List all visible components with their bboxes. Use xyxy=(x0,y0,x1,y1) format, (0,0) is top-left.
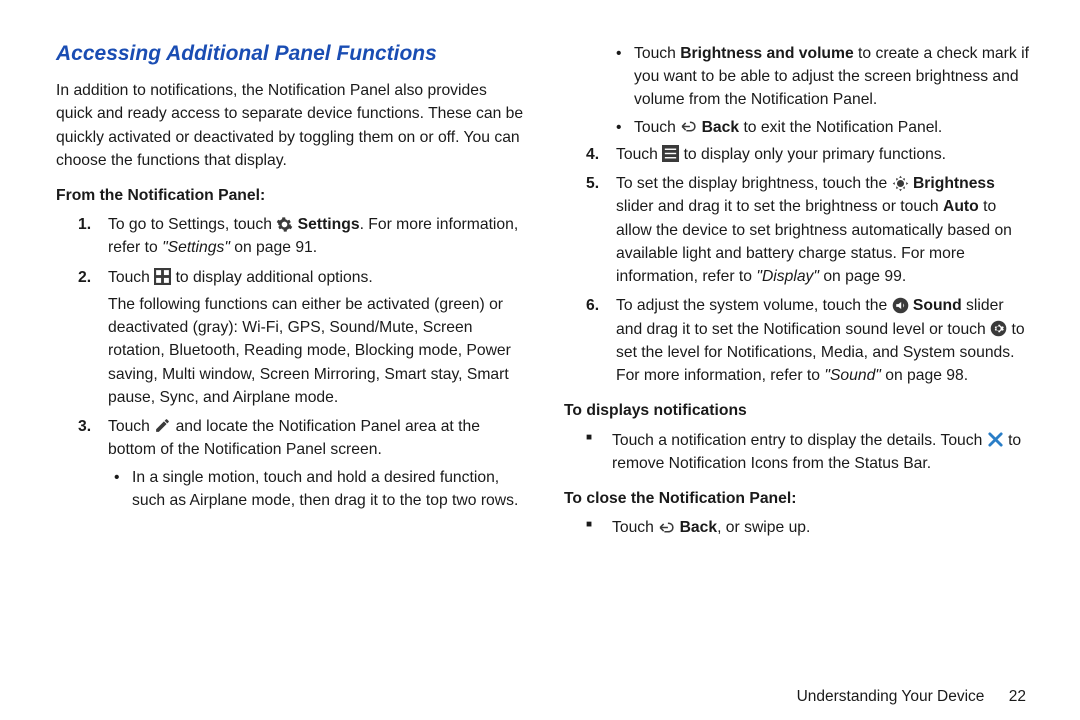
back-icon xyxy=(680,118,697,135)
step-3-bullet-3: Touch Back to exit the Notification Pane… xyxy=(616,116,1034,139)
subheading-close-panel: To close the Notification Panel: xyxy=(564,487,1034,510)
sound-icon xyxy=(892,297,909,314)
step-5: 5. To set the display brightness, touch … xyxy=(586,172,1034,288)
step-2: 2. Touch to display additional options. … xyxy=(78,266,526,409)
remove-x-icon xyxy=(987,431,1004,448)
step-3-bullet-2: Touch Brightness and volume to create a … xyxy=(616,42,1034,112)
manual-page: Accessing Additional Panel Functions In … xyxy=(0,0,1080,720)
subheading-display-notif: To displays notifications xyxy=(564,399,1034,422)
page-footer: Understanding Your Device 22 xyxy=(797,688,1026,706)
display-notif-item: Touch a notification entry to display th… xyxy=(586,429,1034,475)
close-panel-item: Touch Back, or swipe up. xyxy=(586,516,1034,539)
step-3: 3. Touch and locate the Notification Pan… xyxy=(78,415,526,512)
footer-section: Understanding Your Device xyxy=(797,688,985,705)
footer-page-number: 22 xyxy=(1009,688,1026,705)
back-icon xyxy=(658,519,675,536)
step-4: 4. Touch to display only your primary fu… xyxy=(586,143,1034,166)
step-6: 6. To adjust the system volume, touch th… xyxy=(586,294,1034,387)
step-3-bullet-1: In a single motion, touch and hold a des… xyxy=(114,466,526,512)
settings-gear-icon xyxy=(276,216,293,233)
settings-small-icon xyxy=(990,320,1007,337)
step-2-detail: The following functions can either be ac… xyxy=(108,293,526,409)
section-heading: Accessing Additional Panel Functions xyxy=(56,38,526,69)
left-column: Accessing Additional Panel Functions In … xyxy=(56,38,526,690)
brightness-icon xyxy=(892,175,909,192)
list-lines-icon xyxy=(662,145,679,162)
edit-pencil-icon xyxy=(154,417,171,434)
right-column: Touch Brightness and volume to create a … xyxy=(564,38,1034,690)
subheading-from-panel: From the Notification Panel: xyxy=(56,184,526,207)
step-1: 1. To go to Settings, touch Settings. Fo… xyxy=(78,213,526,259)
grid-icon xyxy=(154,268,171,285)
intro-paragraph: In addition to notifications, the Notifi… xyxy=(56,79,526,172)
